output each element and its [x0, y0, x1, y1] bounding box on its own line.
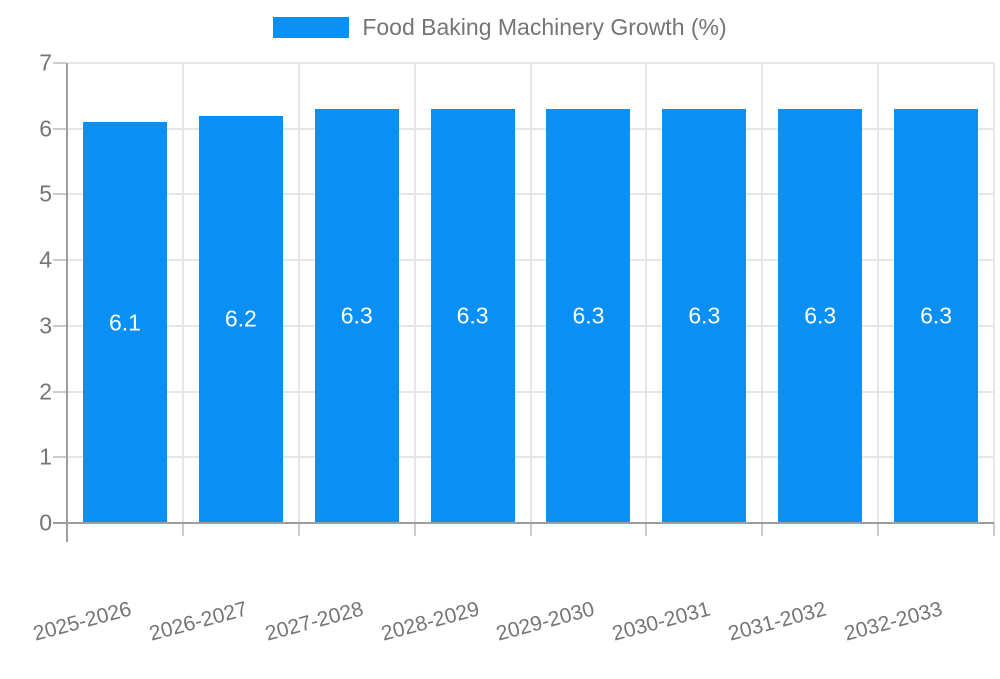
x-tick — [761, 523, 764, 536]
bar-chart: Food Baking Machinery Growth (%) 0 1 2 3 4 5 6… — [0, 14, 1000, 646]
gridline-vertical — [413, 63, 416, 523]
x-tick — [529, 523, 532, 536]
legend-item[interactable]: Food Baking Machinery Growth (%) — [273, 14, 727, 41]
y-axis-line — [66, 63, 68, 542]
y-tick — [53, 324, 66, 327]
x-axis-line — [53, 522, 994, 524]
gridline-vertical — [181, 63, 184, 523]
bar[interactable]: 6.3 — [662, 109, 747, 523]
bar-value-label: 6.3 — [920, 302, 953, 329]
y-tick — [53, 259, 66, 262]
x-tick — [181, 523, 184, 536]
bar-value-label: 6.3 — [456, 302, 489, 329]
y-tick — [53, 390, 66, 393]
bar[interactable]: 6.1 — [82, 122, 167, 523]
bar[interactable]: 6.2 — [198, 115, 283, 523]
bar[interactable]: 6.3 — [314, 109, 399, 523]
bar-value-label: 6.2 — [224, 305, 257, 332]
y-axis-label: 4 — [39, 246, 52, 273]
bar[interactable]: 6.3 — [894, 109, 979, 523]
bar-value-label: 6.1 — [108, 309, 141, 336]
bar-value-label: 6.3 — [340, 302, 373, 329]
y-tick — [53, 456, 66, 459]
y-axis-label: 5 — [39, 180, 52, 207]
chart-legend: Food Baking Machinery Growth (%) — [0, 14, 1000, 41]
bar[interactable]: 6.3 — [778, 109, 863, 523]
x-tick — [413, 523, 416, 536]
y-axis-label: 1 — [39, 443, 52, 470]
plot-area: 0 1 2 3 4 5 6 7 6.1 6.2 6.3 6.3 6.3 6.3 6.3 6.3 2025-202… — [31, 50, 995, 646]
y-axis-label: 0 — [39, 509, 52, 536]
legend-swatch — [273, 17, 350, 38]
y-axis-label: 2 — [39, 378, 52, 405]
bar[interactable]: 6.3 — [546, 109, 631, 523]
gridline-vertical — [761, 63, 764, 523]
gridline-vertical — [297, 63, 300, 523]
gridline-vertical — [993, 63, 995, 523]
x-tick — [993, 523, 995, 536]
y-axis-label: 6 — [39, 115, 52, 142]
gridline-vertical — [645, 63, 648, 523]
y-axis-label: 7 — [39, 49, 52, 76]
bar-value-label: 6.3 — [688, 302, 721, 329]
legend-label: Food Baking Machinery Growth (%) — [362, 14, 727, 40]
x-tick — [645, 523, 648, 536]
x-tick — [877, 523, 880, 536]
bar[interactable]: 6.3 — [430, 109, 515, 523]
gridline-vertical — [877, 63, 880, 523]
gridline-vertical — [529, 63, 532, 523]
bar-value-label: 6.3 — [572, 302, 605, 329]
y-tick — [53, 62, 66, 64]
y-tick — [53, 127, 66, 130]
x-tick — [297, 523, 300, 536]
y-axis-label: 3 — [39, 312, 52, 339]
bar-value-label: 6.3 — [804, 302, 837, 329]
y-tick — [53, 193, 66, 196]
